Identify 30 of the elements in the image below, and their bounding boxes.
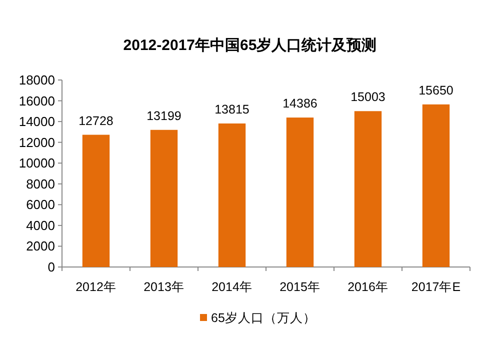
chart-title: 2012-2017年中国65岁人口统计及预测 xyxy=(123,37,377,54)
bar xyxy=(286,118,314,267)
bar xyxy=(218,123,246,267)
x-tick-label: 2012年 xyxy=(76,280,116,294)
x-tick-label: 2013年 xyxy=(144,280,184,294)
data-label: 13815 xyxy=(214,102,250,116)
y-tick-label: 12000 xyxy=(18,134,55,150)
data-label: 13199 xyxy=(146,108,182,123)
y-tick-label: 4000 xyxy=(26,218,55,233)
bar xyxy=(354,111,382,267)
data-label: 15003 xyxy=(350,90,386,104)
y-tick-label: 10000 xyxy=(18,156,55,171)
y-tick-label: 16000 xyxy=(18,93,55,108)
bar xyxy=(422,104,450,267)
x-tick-label: 2017年E xyxy=(411,280,461,294)
y-tick-label: 6000 xyxy=(26,197,55,212)
data-label: 14386 xyxy=(282,96,318,111)
bar xyxy=(82,134,110,267)
y-tick-label: 2000 xyxy=(26,238,55,254)
y-tick-label: 18000 xyxy=(18,72,55,88)
legend-label: 65岁人口（万人） xyxy=(211,311,316,325)
y-tick-label: 8000 xyxy=(26,176,55,192)
y-tick-label: 14000 xyxy=(18,114,55,130)
x-tick-label: 2014年 xyxy=(212,280,252,294)
data-label: 12728 xyxy=(78,114,114,128)
x-tick-label: 2016年 xyxy=(348,280,388,294)
bar xyxy=(150,130,178,267)
y-tick-label: 0 xyxy=(48,260,55,274)
data-label: 15650 xyxy=(418,83,454,98)
x-tick-label: 2015年 xyxy=(280,280,320,294)
